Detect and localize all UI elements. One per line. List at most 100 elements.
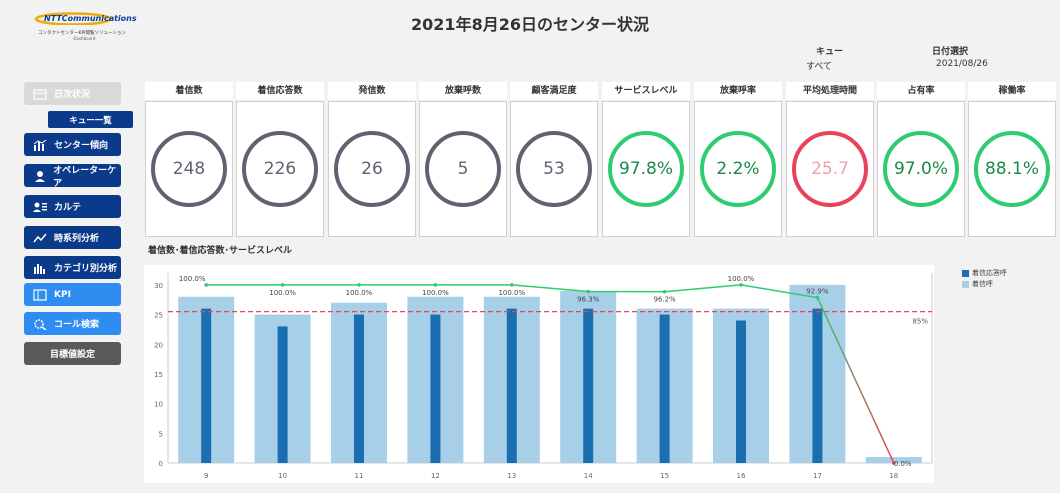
service-level-label: 96.2% bbox=[653, 296, 676, 304]
service-level-point bbox=[433, 283, 438, 287]
kpi-value: 25.7 bbox=[792, 131, 868, 207]
x-tick-label: 11 bbox=[355, 472, 364, 480]
service-level-label: 100.0% bbox=[269, 289, 296, 297]
nav-kpi-label: KPI bbox=[54, 289, 71, 300]
service-level-point bbox=[739, 283, 743, 287]
kpi-label: 稼働率 bbox=[968, 82, 1056, 100]
combo-chart: 0510152025300%20%40%60%80%100%9101112131… bbox=[154, 273, 955, 480]
service-level-point bbox=[204, 283, 208, 287]
calendar-icon bbox=[32, 87, 48, 101]
target-setting-button[interactable]: 目標値設定 bbox=[24, 342, 121, 365]
bar-incoming bbox=[865, 457, 922, 463]
nav-center-trend[interactable]: センター傾向 bbox=[24, 133, 121, 156]
service-level-label: 92.9% bbox=[806, 288, 829, 296]
logo-sub: -Dashboard- bbox=[72, 36, 97, 41]
service-level-label: 96.3% bbox=[577, 296, 600, 304]
y-tick-label: 10 bbox=[154, 401, 163, 409]
x-tick-label: 14 bbox=[584, 472, 593, 480]
chart-panel: 0510152025300%20%40%60%80%100%9101112131… bbox=[144, 265, 955, 483]
kpi-card: 53 bbox=[510, 101, 598, 237]
y-tick-label: 25 bbox=[154, 312, 163, 320]
nav-category[interactable]: カテゴリ別分析 bbox=[24, 256, 121, 279]
bar-answered bbox=[201, 308, 212, 463]
legend-label: 着信呼 bbox=[972, 280, 993, 288]
kpi-value: 226 bbox=[242, 131, 318, 207]
nav-operator-care[interactable]: オペレーターケア bbox=[24, 164, 121, 189]
date-filter[interactable]: 日付選択 2021/08/26 bbox=[932, 44, 988, 69]
service-level-label: 100.0% bbox=[179, 275, 206, 283]
bar-answered bbox=[736, 320, 746, 463]
kpi-label: 放棄呼数 bbox=[419, 82, 507, 100]
service-level-label: 100.0% bbox=[346, 289, 373, 297]
y-tick-label: 30 bbox=[154, 282, 163, 290]
kpi-label: 顧客満足度 bbox=[510, 82, 598, 100]
target-label: 85% bbox=[912, 318, 928, 326]
page-title: 2021年8月26日のセンター状況 bbox=[411, 15, 649, 34]
nav-daily-status[interactable]: 日次状況 bbox=[24, 82, 121, 105]
kpi-card: 26 bbox=[328, 101, 416, 237]
service-level-point bbox=[586, 289, 590, 294]
line-chart-icon bbox=[32, 231, 48, 245]
y-tick-label: 0 bbox=[159, 460, 163, 468]
kpi-label: 占有率 bbox=[877, 82, 965, 100]
service-level-point bbox=[510, 283, 514, 287]
x-tick-label: 10 bbox=[278, 472, 287, 480]
bar-answered bbox=[659, 314, 670, 463]
service-level-point bbox=[357, 283, 361, 287]
chart-title: 着信数･着信応答数･サービスレベル bbox=[148, 246, 293, 256]
nav-call-search[interactable]: コール検索 bbox=[24, 312, 121, 335]
queue-filter[interactable]: キュー すべて bbox=[806, 44, 843, 72]
kpi-label: 着信応答数 bbox=[236, 82, 324, 100]
kpi-label: 着信数 bbox=[145, 82, 233, 100]
service-level-label: 100.0% bbox=[422, 289, 449, 297]
service-level-point bbox=[280, 283, 285, 287]
queue-filter-label: キュー bbox=[816, 47, 844, 57]
nav-kpi[interactable]: KPI bbox=[24, 283, 121, 306]
logo-brand: NTTCommunications bbox=[44, 14, 137, 23]
kpi-label: 放棄呼率 bbox=[694, 82, 782, 100]
kpi-label: サービスレベル bbox=[602, 82, 690, 100]
kpi-value: 248 bbox=[151, 131, 227, 207]
nav-timeseries[interactable]: 時系列分析 bbox=[24, 226, 121, 249]
kpi-value: 88.1% bbox=[974, 131, 1050, 207]
nav-operator-care-label: オペレーターケア bbox=[53, 165, 117, 189]
kpi-value: 5 bbox=[425, 131, 501, 207]
bar-answered bbox=[277, 326, 288, 463]
nav-karte-label: カルテ bbox=[54, 203, 82, 213]
nav-center-trend-label: センター傾向 bbox=[54, 141, 109, 151]
nav-daily-status-label: 日次状況 bbox=[54, 90, 91, 100]
kpi-card: 5 bbox=[419, 101, 507, 237]
nav-karte[interactable]: カルテ bbox=[24, 195, 121, 218]
x-tick-label: 18 bbox=[889, 472, 898, 480]
kpi-value: 97.0% bbox=[883, 131, 959, 207]
profile-card-icon bbox=[32, 200, 48, 214]
service-level-label: 0.0% bbox=[894, 460, 912, 468]
kpi-card: 97.0% bbox=[877, 101, 965, 237]
logo: NTTCommunications コンタクトセンターKPI閲覧ソリューション … bbox=[34, 8, 137, 44]
kpi-value: 53 bbox=[516, 131, 592, 207]
legend-item: 着信呼 bbox=[962, 279, 993, 289]
y-tick-label: 5 bbox=[159, 430, 163, 438]
legend-label: 着信応答呼 bbox=[972, 269, 1007, 277]
histogram-icon bbox=[32, 261, 48, 275]
bar-answered bbox=[506, 308, 517, 463]
x-tick-label: 12 bbox=[431, 472, 440, 480]
logo-swoosh-icon bbox=[34, 12, 112, 25]
bar-answered bbox=[354, 314, 364, 463]
kpi-card: 248 bbox=[145, 101, 233, 237]
date-filter-value[interactable]: 2021/08/26 bbox=[936, 59, 988, 69]
x-tick-label: 9 bbox=[204, 472, 208, 480]
service-level-label: 100.0% bbox=[728, 275, 755, 283]
bar-answered bbox=[583, 308, 594, 463]
y-tick-label: 15 bbox=[154, 371, 163, 379]
kpi-card: 97.8% bbox=[602, 101, 690, 237]
nav-queue-list[interactable]: キュー一覧 bbox=[48, 111, 133, 128]
kpi-card: 226 bbox=[236, 101, 324, 237]
service-level-point bbox=[662, 289, 667, 294]
kpi-value: 2.2% bbox=[700, 131, 776, 207]
queue-filter-value[interactable]: すべて bbox=[806, 62, 833, 72]
x-tick-label: 13 bbox=[507, 472, 516, 480]
date-filter-label: 日付選択 bbox=[932, 47, 969, 57]
target-setting-label: 目標値設定 bbox=[49, 350, 95, 360]
service-level-line-drop bbox=[816, 297, 895, 464]
